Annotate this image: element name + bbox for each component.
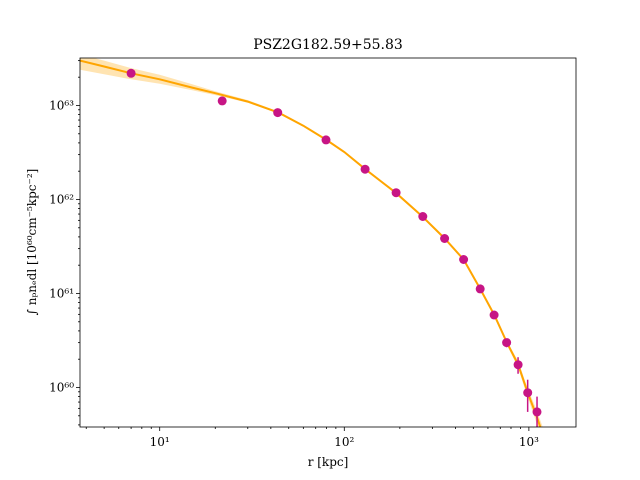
plot-area [80, 58, 543, 427]
y-tick-label: 10⁶³ [49, 98, 74, 112]
tick-layer: 10¹ 10² 10³ 10⁶⁰ 10⁶¹ 10⁶² 10⁶³ [49, 60, 539, 449]
y-tick-label: 10⁶¹ [49, 286, 74, 300]
x-tick-label: 10³ [519, 435, 539, 449]
data-point [360, 164, 370, 174]
data-point [217, 96, 227, 106]
data-point [502, 338, 512, 348]
data-point [475, 284, 485, 294]
y-tick-label: 10⁶² [49, 192, 74, 206]
data-point-layer [126, 68, 542, 417]
data-point [321, 135, 331, 145]
data-point [391, 188, 401, 198]
chart-title: PSZ2G182.59+55.83 [253, 37, 403, 53]
y-tick-label: 10⁶⁰ [49, 380, 74, 394]
data-point [440, 234, 450, 243]
data-point [489, 310, 499, 320]
data-point [532, 407, 542, 417]
x-axis-label: r [kpc] [308, 455, 349, 469]
x-tick-label: 10² [334, 435, 354, 449]
data-point [273, 108, 283, 118]
data-point [523, 388, 533, 398]
data-point [418, 212, 428, 221]
x-tick-label: 10¹ [150, 435, 170, 449]
axes-frame [79, 57, 577, 428]
data-point [126, 68, 136, 78]
y-axis-label: ∫ nₚnₑdl [10⁶⁰cm⁻⁵kpc⁻²] [25, 169, 39, 316]
data-point [459, 255, 469, 264]
data-point [513, 360, 523, 370]
